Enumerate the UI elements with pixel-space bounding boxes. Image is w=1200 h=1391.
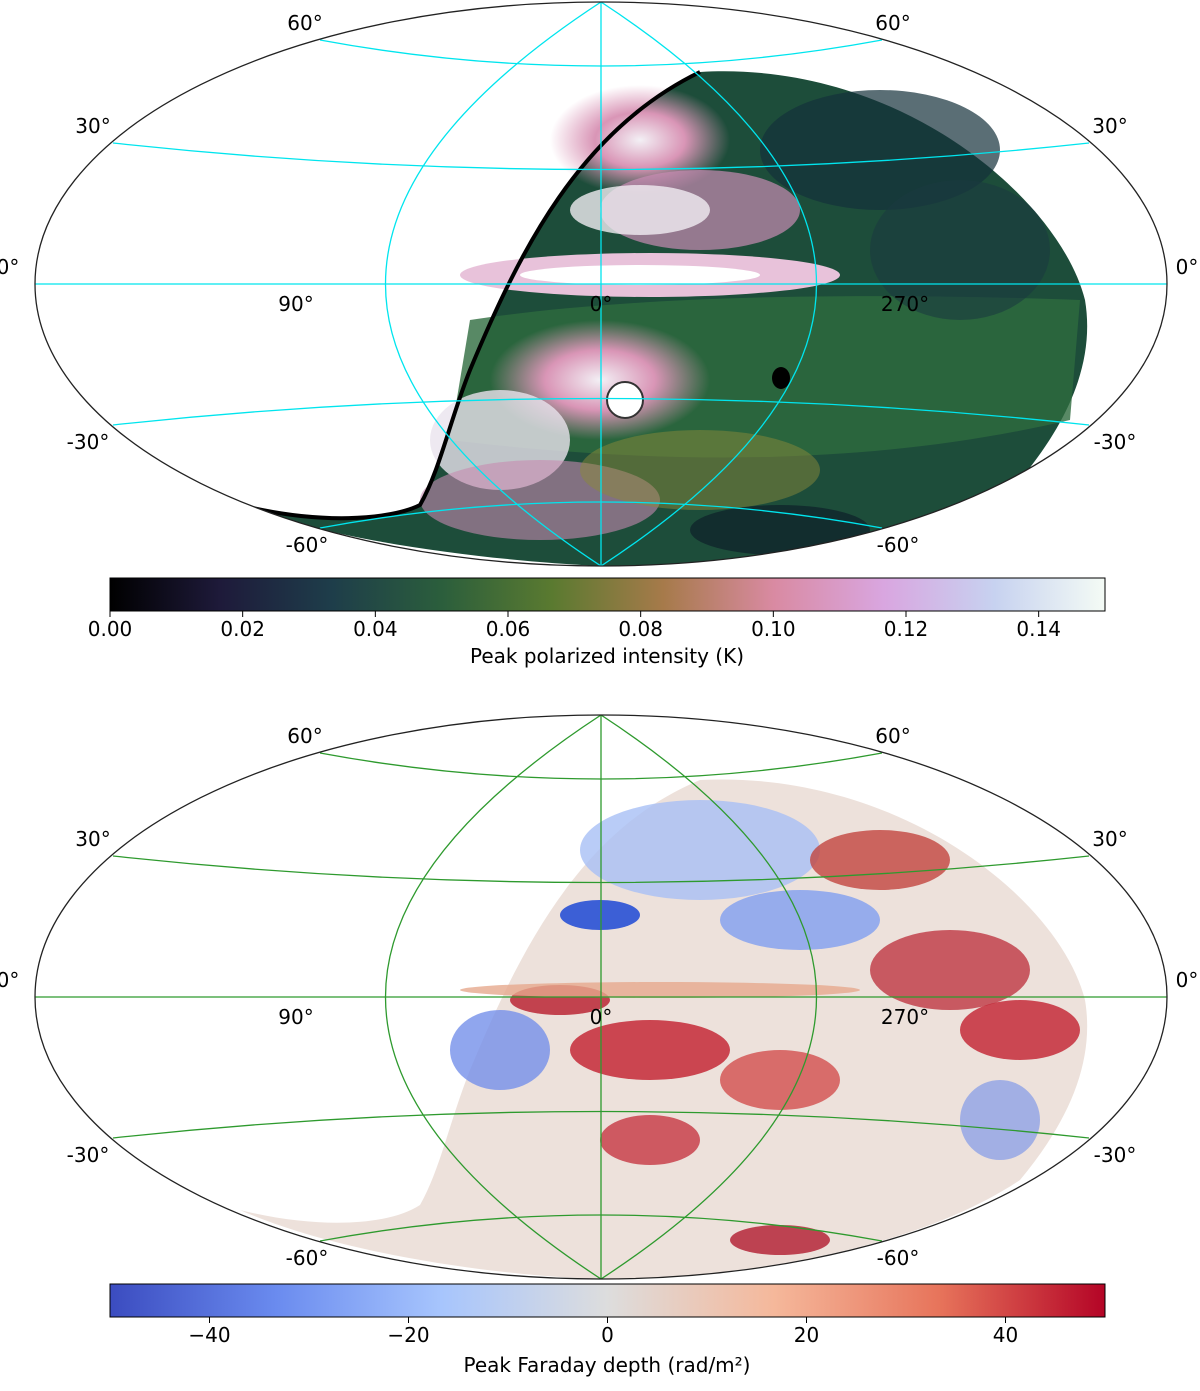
colorbar-tick-label: 0.12 — [884, 617, 929, 641]
lat-label-m30-right: -30° — [1094, 1143, 1137, 1167]
lon-label-0: 0° — [590, 292, 613, 316]
lat-label-0-left: 0° — [0, 255, 19, 279]
lon-label-0: 0° — [590, 1005, 613, 1029]
lat-label-30-right: 30° — [1092, 114, 1127, 138]
lat-label-60-right: 60° — [875, 11, 910, 35]
lon-label-270: 270° — [881, 1005, 929, 1029]
lat-label-0-right: 0° — [1176, 968, 1199, 992]
colorbar-ticks: −40 −20 0 20 40 — [188, 1317, 1018, 1347]
sky-coverage-region — [239, 70, 1088, 566]
colorbar-label: Peak Faraday depth (rad/m²) — [464, 1353, 751, 1377]
colorbar-polarized-intensity — [110, 578, 1105, 611]
graticule — [35, 715, 1167, 1279]
colorbar-tick-label: 20 — [794, 1323, 819, 1347]
lat-label-0-left: 0° — [0, 968, 19, 992]
sky-ellipse-border — [34, 714, 1168, 1280]
faraday-depth-panel: 60° 30° 0° -30° -60° 60° 30° 0° -30° -60… — [0, 700, 1200, 1387]
lat-label-m60-right: -60° — [877, 1246, 920, 1270]
colorbar-tick-label: 0.02 — [220, 617, 265, 641]
colorbar-tick-label: 0.06 — [486, 617, 531, 641]
lat-label-m30-left: -30° — [67, 430, 110, 454]
colorbar-tick-label: 0.08 — [618, 617, 663, 641]
sky-ellipse-border — [34, 1, 1168, 567]
lat-label-60-right: 60° — [875, 724, 910, 748]
faraday-depth-map: 60° 30° 0° -30° -60° 60° 30° 0° -30° -60… — [0, 714, 1199, 1377]
colorbar-tick-label: 0.04 — [353, 617, 398, 641]
sky-coverage-region — [240, 779, 1088, 1279]
lat-label-60-left: 60° — [287, 11, 322, 35]
lat-label-m60-right: -60° — [877, 533, 920, 557]
lat-label-m30-left: -30° — [67, 1143, 110, 1167]
colorbar-label: Peak polarized intensity (K) — [470, 644, 744, 668]
lat-label-m60-left: -60° — [286, 533, 329, 557]
lat-label-30-left: 30° — [75, 114, 110, 138]
lat-label-60-left: 60° — [287, 724, 322, 748]
colorbar-tick-label: 0.10 — [751, 617, 796, 641]
colorbar-tick-label: −40 — [188, 1323, 230, 1347]
colorbar-tick-label: 0 — [601, 1323, 614, 1347]
colorbar-tick-label: −20 — [387, 1323, 429, 1347]
lat-label-m60-left: -60° — [286, 1246, 329, 1270]
polarized-intensity-map: 60° 30° 0° -30° -60° 60° 30° 0° -30° -60… — [0, 1, 1199, 668]
lon-label-90: 90° — [278, 292, 313, 316]
polarized-intensity-panel: 60° 30° 0° -30° -60° 60° 30° 0° -30° -60… — [0, 0, 1200, 690]
colorbar-tick-label: 0.14 — [1016, 617, 1061, 641]
lat-label-30-right: 30° — [1092, 827, 1127, 851]
lon-label-90: 90° — [278, 1005, 313, 1029]
lat-label-m30-right: -30° — [1094, 430, 1137, 454]
lat-label-0-right: 0° — [1176, 255, 1199, 279]
graticule — [35, 2, 1167, 566]
colorbar-ticks: 0.00 0.02 0.04 0.06 0.08 0.10 0.12 0.14 — [88, 611, 1061, 641]
lon-label-270: 270° — [881, 292, 929, 316]
lat-label-30-left: 30° — [75, 827, 110, 851]
colorbar-tick-label: 40 — [993, 1323, 1018, 1347]
colorbar-faraday-depth — [110, 1284, 1105, 1317]
colorbar-tick-label: 0.00 — [88, 617, 133, 641]
